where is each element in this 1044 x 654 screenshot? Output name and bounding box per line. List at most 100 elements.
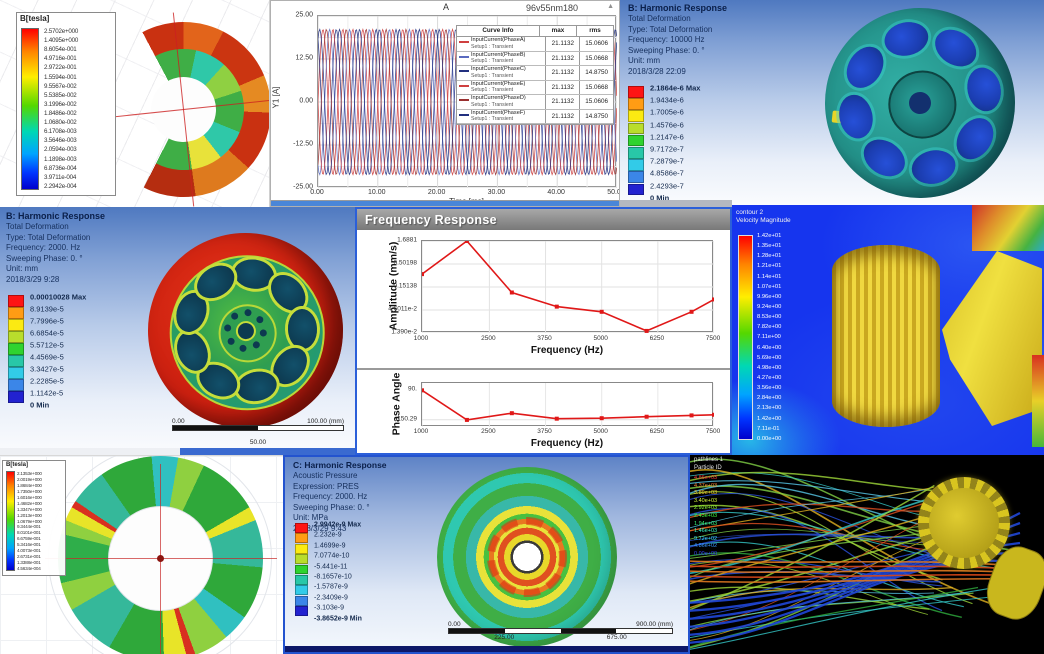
impeller-cone: [942, 251, 1042, 426]
axis-tick: 5000: [593, 428, 608, 435]
result-title: B: Harmonic Response: [6, 211, 106, 221]
legend-value: -3.8652e-9 Min: [314, 615, 362, 623]
flux-legend-box: B[tesla] 2.5702e+000 1.4095e+000 8.6054e-0…: [16, 12, 116, 196]
scale-ruler: 0.00 100.00 (mm) 50.00: [172, 418, 344, 449]
frequency-response-body: Amplitude (mm/s) 1.6881 0.50198 0.15138 4.6…: [357, 230, 730, 453]
window-pin-icon[interactable]: ▲: [607, 3, 614, 10]
plot-corner-label: A: [443, 2, 450, 12]
curve-name-cell: InputCurrent(PhaseD) Setup1 : Transient: [457, 95, 547, 109]
legend-value: 2.9942e-9 Max: [314, 521, 362, 529]
legend-value: 1.4699e-9: [314, 542, 346, 550]
curve-table-row[interactable]: InputCurrent(PhaseF) Setup1 : Transient 2…: [457, 109, 613, 124]
legend-band: [295, 595, 308, 606]
list-item: 1.0679e+000: [17, 518, 42, 524]
y-ticks: 25.00 12.50 0.00 -12.50 -25.00: [285, 12, 313, 191]
axis-tick: 2500: [481, 428, 496, 435]
result-title: C: Harmonic Response: [293, 460, 387, 470]
list-item: 3.40e+03: [694, 497, 718, 504]
list-item: 9.3444e-001: [17, 524, 41, 530]
scale-ruler: 0.00 900.00 (mm) 225.00 675.00: [448, 621, 673, 643]
list-item: 8.53e+00: [757, 314, 782, 321]
list-item: Velocity Magnitude: [736, 217, 791, 224]
panel-maxwell-flux-arc: B[tesla] 2.5702e+000 1.4095e+000 8.6054e-0…: [0, 0, 270, 207]
curve-table-rows: InputCurrent(PhaseA) Setup1 : Transient 2…: [457, 37, 613, 124]
legend-band: [628, 171, 644, 184]
window-title[interactable]: 96v55nm180: [526, 3, 579, 13]
window-edge-strip: [620, 200, 732, 207]
list-item: 1.8486e-002: [44, 109, 77, 117]
chart-divider: [357, 368, 730, 370]
curve-name-cell: InputCurrent(PhaseA) Setup1 : Transient: [457, 37, 547, 51]
amplitude-curve: [420, 239, 716, 334]
axis-tick: 7500: [705, 335, 721, 342]
list-item: 9.5567e-002: [44, 82, 77, 90]
legend-band: [295, 533, 308, 544]
result-legend: 2.9942e-9 Max 2.232e-9 1.4699e-9 7.0774e-10…: [295, 521, 415, 625]
window-titlebar[interactable]: Frequency Response: [357, 209, 730, 230]
axis-tick: 6250: [649, 335, 665, 342]
list-item: 8.0101e-001: [17, 530, 41, 536]
list-item: 2.84e+00: [757, 395, 782, 402]
curve-table-header: Curve Info max rms: [457, 26, 613, 37]
curve-rms-cell: 15.0606: [585, 98, 608, 105]
list-item: 6.1708e-003: [44, 128, 77, 136]
y-axis-label: Y1 [A]: [271, 86, 281, 109]
phase-plot-area: [420, 382, 716, 427]
ruler-bar: [172, 425, 344, 431]
list-item: contour 2: [736, 209, 764, 216]
list-item: 1.7350e+000: [17, 488, 42, 494]
curve-max-cell: 21.1132: [546, 109, 581, 123]
amplitude-plot-area: [420, 239, 716, 334]
ruler-q3: 675.00: [606, 634, 627, 641]
list-item: 2.6731e-001: [17, 554, 41, 560]
axis-tick: 0.15138: [393, 282, 418, 290]
curve-table-row[interactable]: InputCurrent(PhaseC) Setup1 : Transient 2…: [457, 66, 613, 81]
legend-value: 7.0774e-10: [314, 552, 350, 560]
legend-band: [8, 379, 24, 391]
legend-band: [8, 319, 24, 331]
gear-model: [832, 245, 940, 427]
legend-band: [628, 86, 644, 98]
result-annotation: C: Harmonic Response Acoustic Pressure Ex…: [293, 460, 387, 534]
list-item: 1.8684e+000: [17, 482, 42, 488]
axis-tick: 6250: [649, 428, 665, 435]
list-item: Unit: mm: [6, 264, 38, 273]
legend-band: [628, 134, 644, 147]
window-bottom-strip: [285, 646, 688, 652]
ruler-min: 0.00: [172, 418, 185, 425]
phase-x-label: Frequency (Hz): [530, 438, 604, 449]
legend-band: [295, 543, 308, 554]
legend-band: [628, 122, 644, 135]
ruler-max: 100.00 (mm): [307, 418, 344, 425]
curve-table-row[interactable]: InputCurrent(PhaseB) Setup1 : Transient 2…: [457, 51, 613, 66]
ruler-mid: 50.00: [249, 439, 267, 446]
list-item: 2018/3/29 9:28: [6, 274, 60, 284]
legend-value: 1.1142e-5: [30, 388, 64, 398]
axis-tick: 0.50198: [393, 259, 418, 267]
list-item: 1.21e+01: [757, 263, 782, 270]
list-item: 3.89e+03: [694, 490, 718, 497]
axis-tick: 1000: [413, 428, 429, 435]
legend-band: [8, 391, 24, 403]
legend-title: B[tesla]: [6, 462, 29, 468]
list-item: 2.13e+00: [757, 405, 782, 412]
axis-tick: -150.29: [394, 415, 417, 423]
list-item: 3.9711e-004: [44, 173, 77, 181]
curve-line-sample: [459, 113, 469, 116]
legend-band: [8, 295, 24, 307]
window-edge-strip: [180, 448, 355, 455]
ruler-max: 900.00 (mm): [636, 621, 673, 628]
curve-line-sample: [459, 70, 469, 72]
curve-max-cell: 21.1132: [546, 51, 581, 65]
result-annotation: B: Harmonic Response Total Deformation Ty…: [6, 211, 105, 285]
list-item: 5.69e+00: [757, 354, 782, 361]
legend-values: 2.5702e+000 1.4095e+000 8.6054e-001 4.9716e…: [44, 28, 114, 190]
axis-tick: 0.00: [299, 97, 313, 105]
curve-table-row[interactable]: InputCurrent(PhaseA) Setup1 : Transient 2…: [457, 37, 613, 52]
curve-name-cell: InputCurrent(PhaseF) Setup1 : Transient: [457, 109, 547, 123]
pathlines-legend-values: 4.86e+03 4.37e+03 3.89e+03 3.40e+03 2.92e+03…: [694, 475, 717, 559]
curve-table-row[interactable]: InputCurrent(PhaseE) Setup1 : Transient 2…: [457, 80, 613, 95]
legend-band: [8, 355, 24, 367]
list-item: 4.37e+03: [694, 482, 718, 489]
curve-table-row[interactable]: InputCurrent(PhaseD) Setup1 : Transient 2…: [457, 95, 613, 110]
